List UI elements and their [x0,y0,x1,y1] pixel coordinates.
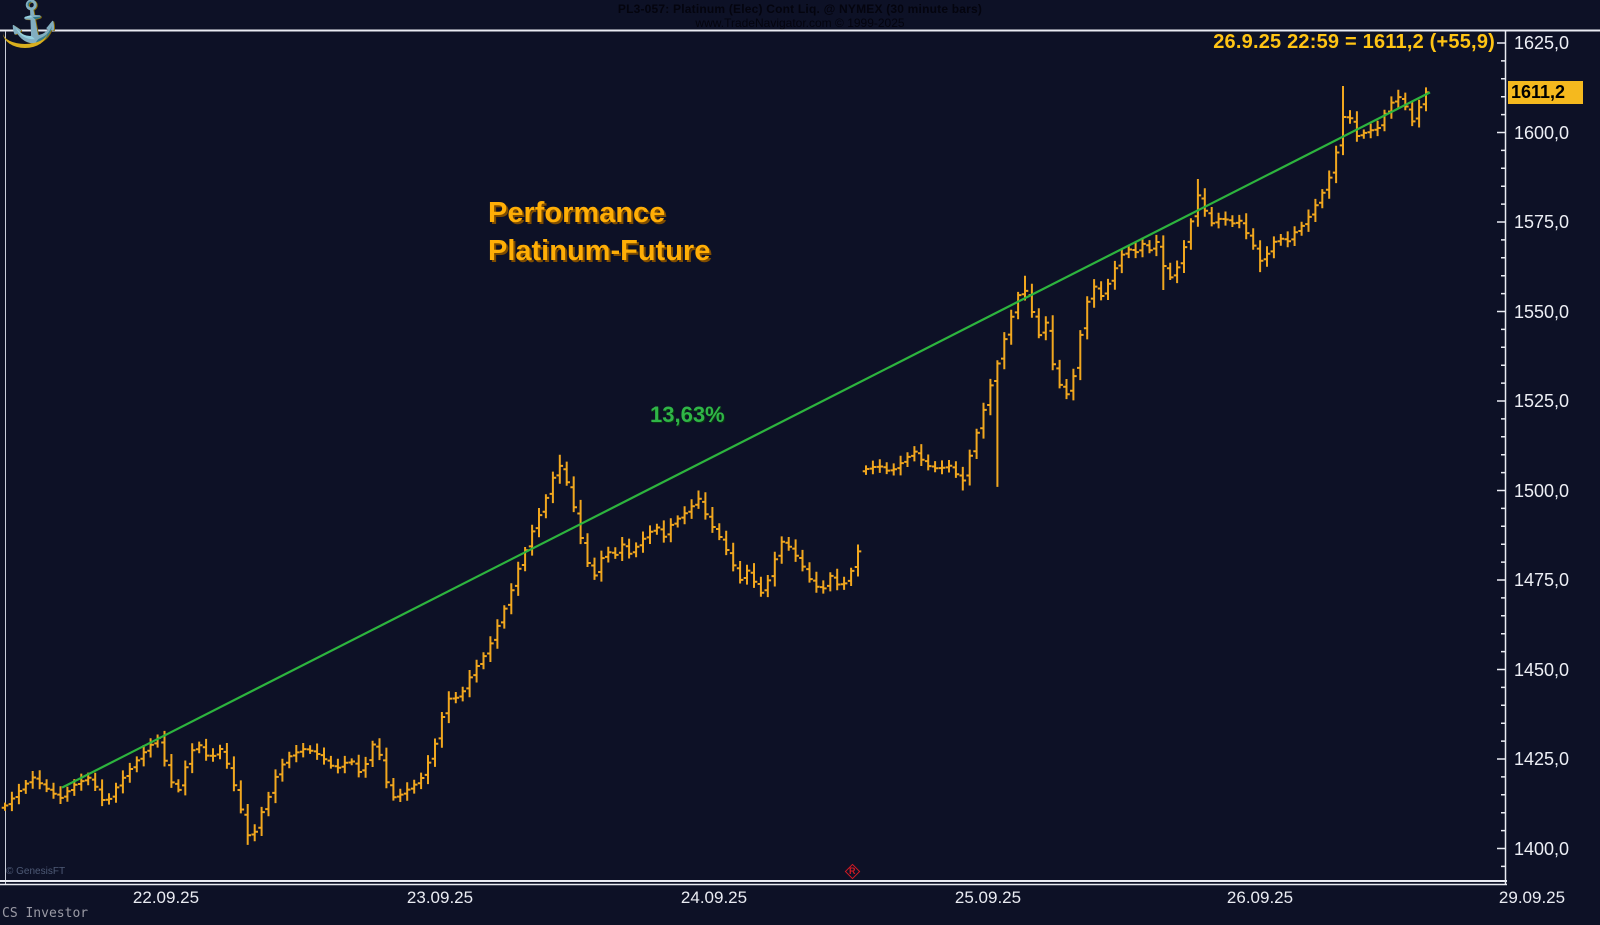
chart-title: PL3-057: Platinum (Elec) Cont Liq. @ NYM… [617,2,983,16]
price-tick-label: 1425,0 [1514,749,1570,769]
price-tick-label: 1500,0 [1514,480,1570,501]
date-tick-label: 22.09.25 [132,888,200,907]
price-tick-label: 1450,0 [1514,659,1570,680]
price-tick-label: 1550,0 [1514,301,1570,322]
performance-annotation-line2: Platinum-Future [488,235,711,267]
user-watermark: CS Investor [2,906,89,921]
date-tick-label: 29.09.25 [1498,888,1566,907]
genesis-watermark: © GenesisFT [6,866,66,877]
price-tick-label: 1625,0 [1514,33,1570,53]
price-tick-label: 1525,0 [1514,391,1570,411]
logo-flourish [3,30,47,48]
date-tick-label: 25.09.25 [954,888,1022,907]
app-logo[interactable]: ⚓ [2,0,60,52]
chart-subtitle: www.TradeNavigator.com © 1999-2025 [695,16,905,30]
trend-line[interactable] [61,91,1431,789]
rollover-letter: R [849,866,856,876]
date-tick-label: 26.09.25 [1226,888,1294,907]
price-tick-label: 1575,0 [1514,212,1570,232]
performance-annotation: Performance Platinum-Future [488,194,710,270]
price-tick-label: 1400,0 [1514,838,1570,859]
date-tick-label: 24.09.25 [680,888,748,907]
ohlc-bars [1,86,1430,845]
price-tick-label: 1475,0 [1514,570,1570,590]
last-price-badge: 1611,2 [1508,81,1583,104]
last-quote-readout: 26.9.25 22:59 = 1611,2 (+55,9) [1213,31,1495,53]
rollover-marker: R [844,863,861,880]
price-tick-label: 1600,0 [1514,122,1570,143]
performance-annotation-line1: Performance [488,197,666,229]
date-tick-label: 23.09.25 [406,888,474,907]
trendline-percent-label: 13,63% [650,402,725,427]
